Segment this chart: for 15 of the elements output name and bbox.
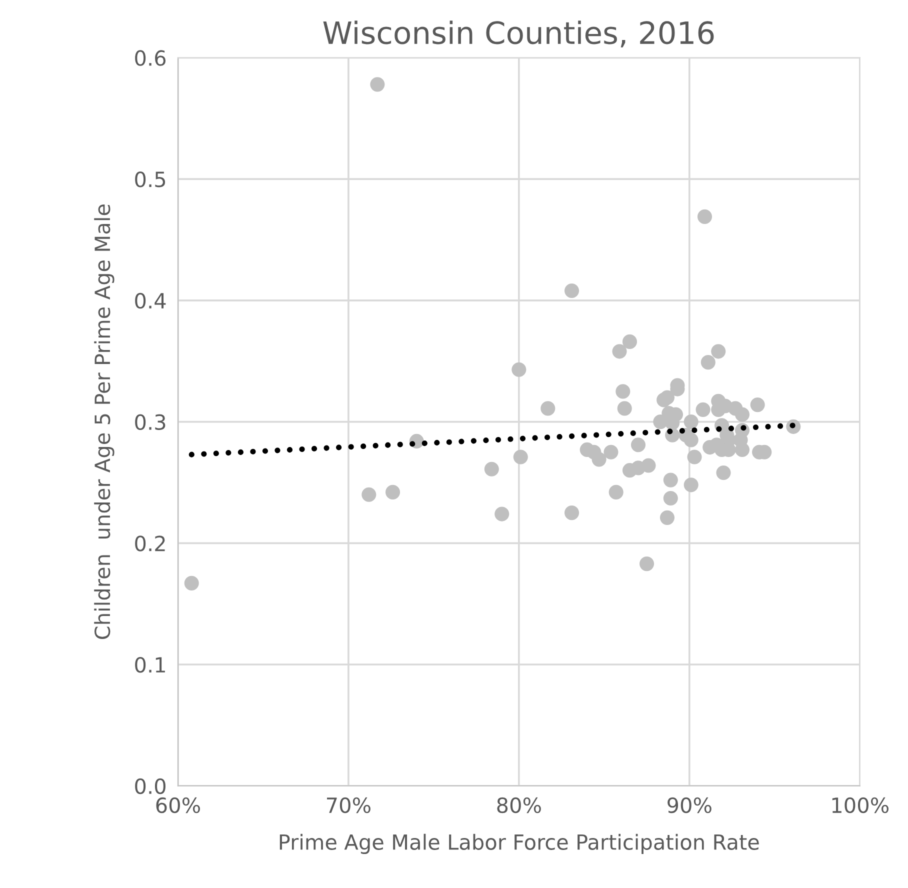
x-tick-label: 80% bbox=[497, 797, 541, 814]
x-tick-label: 70% bbox=[327, 797, 370, 814]
x-axis-title: Prime Age Male Labor Force Participation Rate bbox=[280, 834, 759, 854]
y-tick-label: 0.2 bbox=[135, 536, 165, 552]
x-tick-label: 90% bbox=[668, 797, 712, 814]
y-tick-label: 0.6 bbox=[135, 50, 166, 66]
y-tick-label: 0.1 bbox=[135, 656, 165, 673]
y-tick-label: 0.0 bbox=[135, 778, 166, 794]
chart-title: Wisconsin Counties, 2016 bbox=[323, 20, 714, 48]
x-tick-label: 60% bbox=[156, 797, 200, 814]
x-tick-label: 100% bbox=[832, 797, 889, 814]
y-tick-label: 0.5 bbox=[135, 172, 166, 188]
y-axis-title: Children under Age 5 Per Prime Age Male bbox=[94, 204, 114, 639]
y-tick-label: 0.4 bbox=[135, 292, 166, 309]
y-tick-label: 0.3 bbox=[135, 414, 166, 430]
